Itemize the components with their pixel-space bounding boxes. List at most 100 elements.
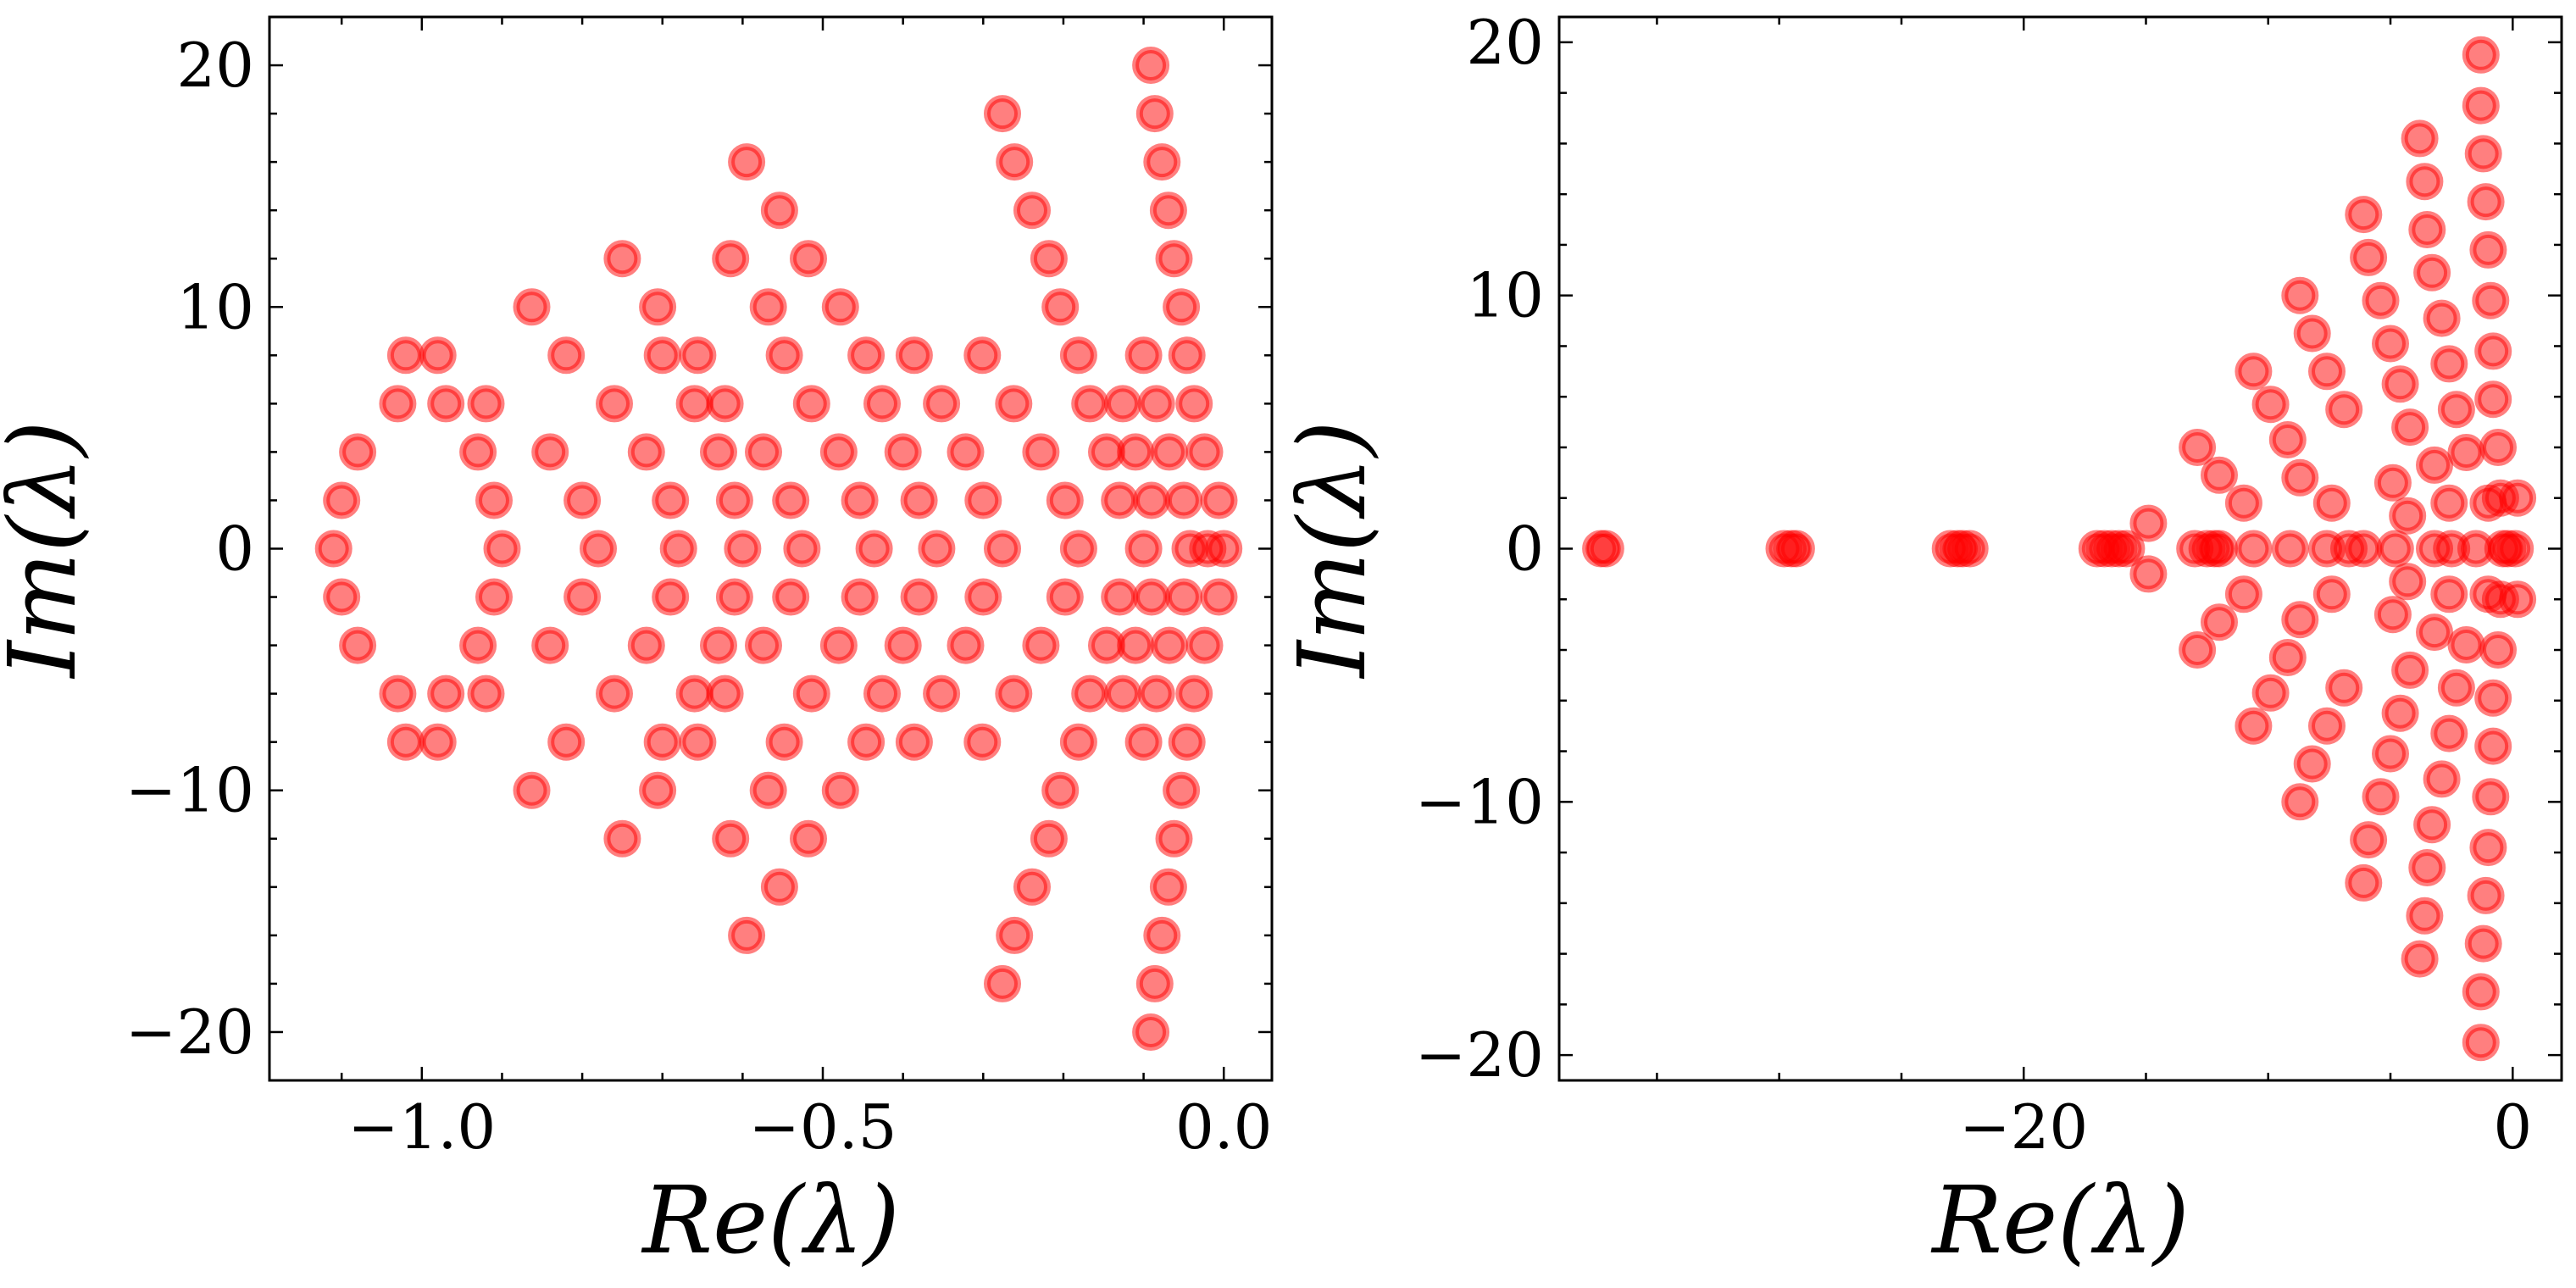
left-eigenvalue-ring-6-point-13 bbox=[760, 192, 798, 230]
right-eigenvalue-point-82 bbox=[2430, 484, 2468, 522]
right-eigenvalue-point-67 bbox=[2391, 651, 2429, 689]
right-eigenvalue-point-8 bbox=[1951, 530, 1989, 568]
right-eigenvalue-point-13 bbox=[2107, 530, 2146, 568]
right-eigenvalue-point-87 bbox=[2447, 626, 2485, 663]
right-eigenvalue-point-92 bbox=[2464, 135, 2502, 173]
left-eigenvalue-ring-4-point-4 bbox=[1022, 626, 1060, 664]
left-x-axis-label: Re(λ) bbox=[641, 1166, 899, 1274]
left-eigenvalue-ring-1-point-3 bbox=[1150, 433, 1188, 471]
right-eigenvalue-point-79 bbox=[2423, 760, 2461, 798]
left-eigenvalue-ring-3-point-11 bbox=[1030, 240, 1068, 278]
left-eigenvalue-ring-0-point-9 bbox=[1163, 288, 1201, 326]
left-eigenvalue-ring-6-point-7 bbox=[847, 336, 886, 375]
right-eigenvalue-point-110 bbox=[2469, 484, 2507, 522]
left-eigenvalue-ring-7-point-11 bbox=[712, 240, 750, 278]
left-eigenvalue-ring-7-point-3 bbox=[819, 433, 858, 471]
left-tick-labels: −1.0 −0.5 0.0 −20 −10 0 10 20 bbox=[125, 30, 1272, 1163]
left-y-tick-label: −10 bbox=[125, 755, 254, 826]
right-eigenvalue-point-20 bbox=[2235, 530, 2273, 568]
left-eigenvalue-ring-6-point-2 bbox=[900, 578, 938, 616]
left-scatter-points bbox=[314, 47, 1243, 1051]
left-eigenvalue-ring-3-point-10 bbox=[1041, 771, 1080, 809]
left-eigenvalue-ring-0-point-2 bbox=[1200, 578, 1238, 616]
left-eigenvalue-ring-4-point-3 bbox=[1022, 433, 1060, 471]
right-eigenvalue-point-33 bbox=[2224, 575, 2262, 613]
left-eigenvalue-ring-4-point-7 bbox=[963, 336, 1002, 375]
left-eigenvalue-ring-13-point-5 bbox=[379, 385, 417, 423]
left-eigenvalue-ring-3-point-14 bbox=[1013, 868, 1051, 906]
left-eigenvalue-ring-11-point-5 bbox=[467, 385, 505, 423]
right-eigenvalue-point-58 bbox=[2372, 325, 2409, 363]
left-eigenvalue-ring-9-point-8 bbox=[643, 723, 681, 761]
right-eigenvalue-point-96 bbox=[2469, 230, 2507, 269]
right-eigenvalue-point-28 bbox=[2179, 429, 2217, 466]
left-eigenvalue-ring-5-point-8 bbox=[895, 723, 933, 761]
left-eigenvalue-ring-6-point-8 bbox=[847, 723, 886, 761]
right-eigenvalue-point-90 bbox=[2462, 86, 2500, 125]
left-eigenvalue-ring-11-point-8 bbox=[419, 723, 457, 761]
right-eigenvalue-point-94 bbox=[2467, 183, 2505, 221]
right-eigenvalue-point-102 bbox=[2474, 380, 2512, 419]
right-eigenvalue-point-14 bbox=[2129, 504, 2168, 542]
left-eigenvalue-ring-6-point-11 bbox=[790, 240, 827, 278]
right-eigenvalue-point-115 bbox=[2499, 580, 2537, 619]
left-eigenvalue-panel: −1.0 −0.5 0.0 −20 −10 0 10 20 Re(λ) Im(λ) bbox=[0, 15, 1274, 1274]
left-eigenvalue-ring-10-point-0 bbox=[659, 530, 697, 568]
right-eigenvalue-point-54 bbox=[2350, 238, 2388, 276]
left-eigenvalue-ring-11-point-2 bbox=[564, 578, 602, 616]
right-eigenvalue-point-49 bbox=[2312, 575, 2351, 613]
left-eigenvalue-ring-0-point-8 bbox=[1168, 723, 1206, 761]
left-eigenvalue-ring-5-point-7 bbox=[895, 336, 933, 375]
right-x-tick-label: 0 bbox=[2493, 1091, 2532, 1163]
left-x-tick-label: 0.0 bbox=[1175, 1091, 1273, 1163]
left-eigenvalue-ring-6-point-3 bbox=[884, 433, 922, 471]
left-eigenvalue-ring-1-point-1 bbox=[1164, 481, 1202, 519]
left-y-tick-label: 20 bbox=[176, 30, 254, 101]
right-y-axis-label: Im(λ) bbox=[1278, 420, 1386, 679]
left-eigenvalue-ring-0-point-4 bbox=[1185, 626, 1224, 664]
right-eigenvalue-point-101 bbox=[2474, 727, 2512, 765]
left-eigenvalue-ring-4-point-1 bbox=[1046, 481, 1084, 519]
left-eigenvalue-ring-3-point-4 bbox=[1088, 626, 1125, 664]
right-eigenvalue-point-25 bbox=[2376, 530, 2414, 568]
right-y-tick-label: −20 bbox=[1415, 1019, 1544, 1091]
right-eigenvalue-point-68 bbox=[2401, 119, 2439, 158]
right-eigenvalue-point-84 bbox=[2437, 391, 2475, 429]
left-eigenvalue-ring-10-point-2 bbox=[652, 578, 690, 616]
left-eigenvalue-ring-0-point-15 bbox=[1143, 143, 1181, 181]
left-eigenvalue-ring-6-point-10 bbox=[821, 771, 859, 809]
right-eigenvalue-point-19 bbox=[2176, 530, 2214, 568]
left-eigenvalue-ring-0-point-16 bbox=[1143, 916, 1181, 954]
right-eigenvalue-point-24 bbox=[2345, 530, 2383, 568]
right-eigenvalue-point-48 bbox=[2312, 484, 2351, 522]
right-eigenvalue-point-21 bbox=[2271, 530, 2309, 568]
left-eigenvalue-ring-8-point-6 bbox=[706, 675, 744, 713]
left-eigenvalue-ring-4-point-2 bbox=[1046, 578, 1084, 616]
left-y-tick-label: 0 bbox=[215, 514, 254, 585]
left-eigenvalue-ring-7-point-0 bbox=[855, 530, 893, 568]
right-eigenvalue-point-51 bbox=[2325, 669, 2363, 707]
left-eigenvalue-ring-10-point-3 bbox=[627, 433, 665, 471]
left-eigenvalue-ring-0-point-20 bbox=[1132, 1013, 1170, 1051]
left-eigenvalue-ring-3-point-18 bbox=[984, 964, 1021, 1002]
left-eigenvalue-ring-0-point-10 bbox=[1163, 771, 1201, 809]
left-eigenvalue-ring-4-point-8 bbox=[963, 723, 1002, 761]
left-eigenvalue-ring-1-point-7 bbox=[1124, 336, 1163, 375]
left-eigenvalue-ring-8-point-2 bbox=[772, 578, 810, 616]
left-eigenvalue-ring-0-point-14 bbox=[1149, 868, 1187, 906]
left-eigenvalue-ring-3-point-8 bbox=[1059, 723, 1097, 761]
left-eigenvalue-ring-7-point-6 bbox=[792, 675, 830, 713]
left-eigenvalue-ring-6-point-0 bbox=[918, 530, 956, 568]
left-eigenvalue-ring-8-point-12 bbox=[603, 819, 641, 858]
right-eigenvalue-point-103 bbox=[2474, 679, 2512, 717]
right-eigenvalue-point-57 bbox=[2362, 778, 2400, 816]
left-eigenvalue-ring-3-point-9 bbox=[1041, 288, 1080, 326]
left-eigenvalue-ring-8-point-7 bbox=[679, 336, 717, 375]
left-eigenvalue-ring-4-point-6 bbox=[995, 675, 1033, 713]
left-eigenvalue-ring-0-point-12 bbox=[1155, 819, 1193, 858]
right-eigenvalue-point-93 bbox=[2464, 924, 2502, 963]
left-eigenvalue-ring-6-point-5 bbox=[863, 385, 901, 423]
left-eigenvalue-ring-9-point-3 bbox=[700, 433, 737, 471]
left-eigenvalue-ring-1-point-5 bbox=[1137, 385, 1175, 423]
left-eigenvalue-ring-9-point-0 bbox=[724, 530, 762, 568]
